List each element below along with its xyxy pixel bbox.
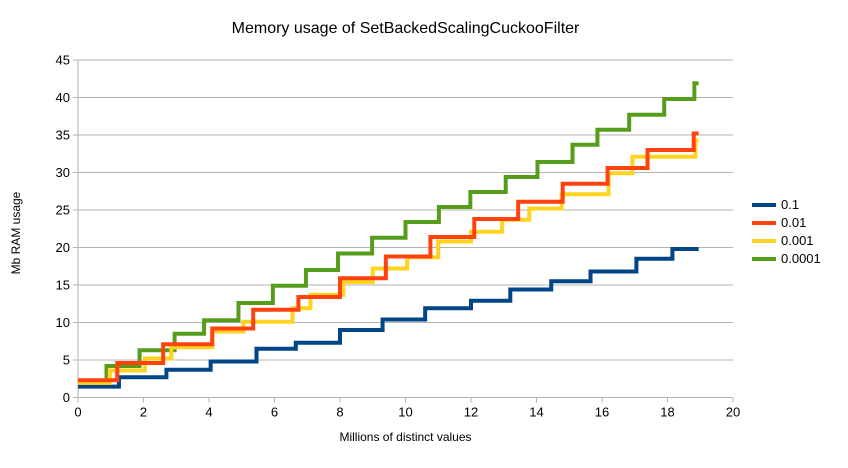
legend-label: 0.01 [781, 215, 807, 230]
y-tick-label-0: 0 [63, 390, 70, 405]
legend-item-0.1: 0.1 [752, 196, 821, 214]
y-tick-label-25: 25 [56, 203, 70, 218]
x-tick-label-20: 20 [726, 405, 740, 420]
y-tick-label-20: 20 [56, 240, 70, 255]
legend-item-0.0001: 0.0001 [752, 250, 821, 268]
y-tick-label-30: 30 [56, 165, 70, 180]
series-line-0.001 [78, 138, 699, 385]
legend-label: 0.1 [781, 197, 800, 212]
y-tick-label-45: 45 [56, 53, 70, 68]
x-tick-label-2: 2 [140, 405, 147, 420]
x-tick-label-18: 18 [660, 405, 674, 420]
legend-label: 0.001 [781, 233, 814, 248]
x-tick-label-16: 16 [595, 405, 609, 420]
x-tick-label-12: 12 [464, 405, 478, 420]
x-tick-label-14: 14 [529, 405, 543, 420]
y-tick-label-10: 10 [56, 315, 70, 330]
legend-swatch-icon [752, 203, 776, 207]
y-tick-label-15: 15 [56, 278, 70, 293]
legend-item-0.001: 0.001 [752, 232, 821, 250]
y-tick-label-40: 40 [56, 90, 70, 105]
legend: 0.1 0.01 0.001 0.0001 [752, 196, 821, 268]
legend-item-0.01: 0.01 [752, 214, 821, 232]
legend-swatch-icon [752, 239, 776, 243]
series-line-0.01 [78, 131, 699, 383]
y-tick-label-5: 5 [63, 353, 70, 368]
x-tick-label-8: 8 [336, 405, 343, 420]
x-tick-label-10: 10 [398, 405, 412, 420]
y-tick-label-35: 35 [56, 128, 70, 143]
x-tick-label-6: 6 [271, 405, 278, 420]
legend-swatch-icon [752, 221, 776, 225]
series-line-0.0001 [78, 81, 699, 384]
x-axis-title: Millions of distinct values [339, 430, 472, 444]
series-line-0.1 [78, 247, 699, 389]
chart-title: Memory usage of SetBackedScalingCuckooFi… [231, 20, 580, 37]
y-axis-title: Mb RAM usage [9, 191, 23, 275]
legend-swatch-icon [752, 257, 776, 261]
legend-label: 0.0001 [781, 251, 821, 266]
x-tick-label-0: 0 [74, 405, 81, 420]
x-tick-label-4: 4 [205, 405, 212, 420]
